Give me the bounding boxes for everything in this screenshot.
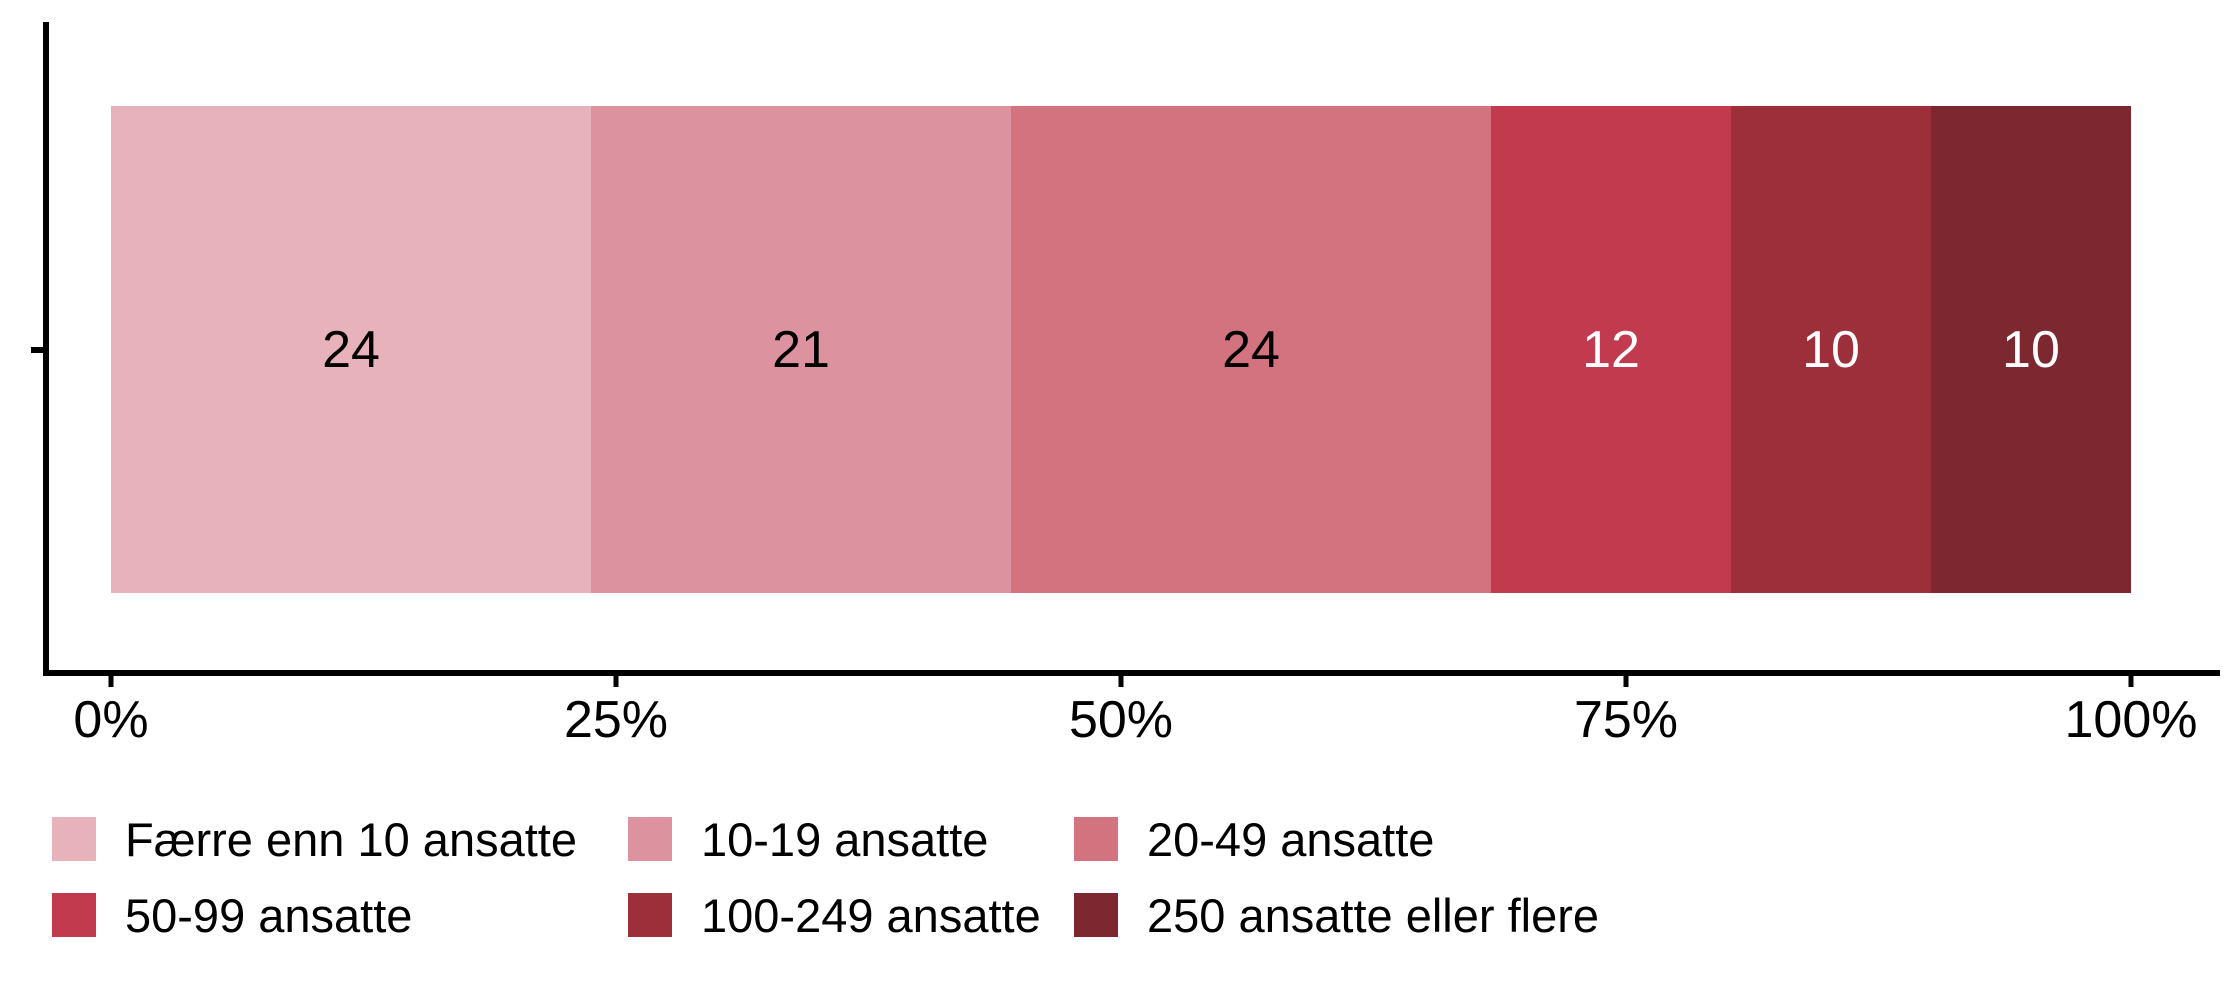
x-tick-label: 50% <box>1068 691 1174 749</box>
x-tick-mark <box>613 676 619 687</box>
legend-item-4: 50-99 ansatte <box>52 889 412 942</box>
legend-item-6: 250 ansatte eller flere <box>1074 889 1599 942</box>
bar-value-label: 10 <box>1802 320 1860 379</box>
legend-item-2: 10-19 ansatte <box>628 813 988 866</box>
legend-label: 250 ansatte eller flere <box>1147 888 1600 942</box>
legend-swatch <box>1074 817 1118 861</box>
bar-segment-3: 24 <box>1011 106 1491 593</box>
bar-segment-1: 24 <box>111 106 591 593</box>
bar-segment-2: 21 <box>591 106 1011 593</box>
x-tick-mark <box>1118 676 1124 687</box>
x-tick-label: 0% <box>73 691 149 749</box>
x-tick-mark <box>2128 676 2134 687</box>
legend-swatch <box>628 817 672 861</box>
legend-item-3: 20-49 ansatte <box>1074 813 1434 866</box>
legend-swatch <box>52 893 96 937</box>
bar-value-label: 10 <box>2002 320 2060 379</box>
y-axis-tick <box>31 347 43 353</box>
legend-item-5: 100-249 ansatte <box>628 889 1041 942</box>
bar-value-label: 12 <box>1582 320 1640 379</box>
legend-swatch <box>1074 893 1118 937</box>
x-tick-label: 75% <box>1573 691 1679 749</box>
stacked-bar: 24 21 24 12 10 10 <box>111 106 2131 593</box>
bar-value-label: 24 <box>1222 320 1280 379</box>
bar-segment-6: 10 <box>1930 106 2131 593</box>
x-tick-mark <box>1623 676 1629 687</box>
legend-item-1: Færre enn 10 ansatte <box>52 813 577 866</box>
x-tick-label: 100% <box>2064 691 2198 749</box>
legend-swatch <box>52 817 96 861</box>
bar-segment-4: 12 <box>1491 106 1731 593</box>
bar-value-label: 24 <box>322 320 380 379</box>
bar-segment-5: 10 <box>1731 106 1931 593</box>
x-tick-mark <box>108 676 114 687</box>
legend-label: Færre enn 10 ansatte <box>125 812 577 866</box>
x-axis-line <box>43 670 2220 676</box>
legend-swatch <box>628 893 672 937</box>
legend-label: 20-49 ansatte <box>1147 812 1435 866</box>
legend-label: 100-249 ansatte <box>701 888 1041 942</box>
legend-label: 10-19 ansatte <box>701 812 989 866</box>
x-tick-label: 25% <box>563 691 669 749</box>
legend-label: 50-99 ansatte <box>125 888 413 942</box>
bar-value-label: 21 <box>772 320 830 379</box>
y-axis-line <box>43 22 49 676</box>
